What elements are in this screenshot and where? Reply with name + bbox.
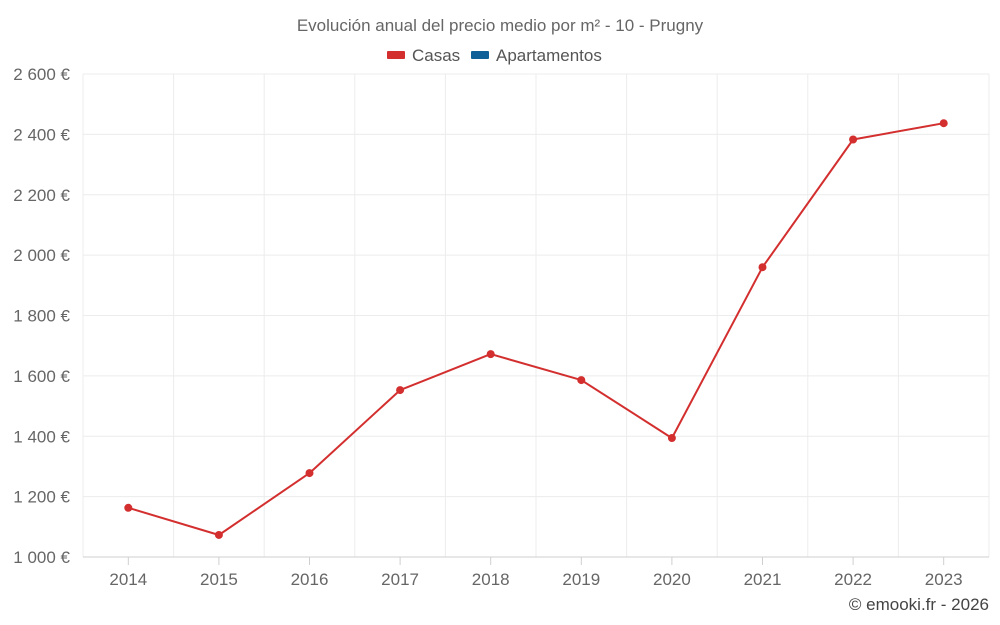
data-point-casas-2015[interactable] <box>214 530 223 539</box>
x-tick-label: 2023 <box>925 570 963 589</box>
x-tick-label: 2019 <box>562 570 600 589</box>
x-tick-label: 2021 <box>744 570 782 589</box>
y-tick-label: 2 400 € <box>13 125 70 144</box>
legend-item-casas[interactable]: Casas <box>387 46 460 65</box>
x-tick-label: 2015 <box>200 570 238 589</box>
y-tick-label: 1 400 € <box>13 427 70 446</box>
legend-label-apartamentos: Apartamentos <box>496 46 602 65</box>
data-point-casas-2016[interactable] <box>305 469 314 478</box>
data-point-casas-2023[interactable] <box>939 119 948 128</box>
x-tick-label: 2016 <box>291 570 329 589</box>
chart-credit: © emooki.fr - 2026 <box>849 595 989 614</box>
series <box>124 119 948 539</box>
grid <box>82 73 990 557</box>
y-tick-label: 2 200 € <box>13 186 70 205</box>
y-tick-label: 2 000 € <box>13 246 70 265</box>
x-tick-label: 2017 <box>381 570 419 589</box>
axes: 1 000 € 1 200 € 1 400 € 1 600 € 1 800 € 2 000… <box>13 65 989 589</box>
data-point-casas-2017[interactable] <box>396 386 405 395</box>
y-tick-label: 2 600 € <box>13 65 70 84</box>
data-point-casas-2014[interactable] <box>124 503 133 512</box>
legend: Casas Apartamentos <box>387 46 602 65</box>
legend-item-apartamentos[interactable]: Apartamentos <box>471 46 602 65</box>
x-tick-label: 2022 <box>834 570 872 589</box>
series-line-casas <box>128 122 944 536</box>
data-point-casas-2018[interactable] <box>486 350 495 359</box>
y-tick-label: 1 600 € <box>13 367 70 386</box>
data-point-casas-2019[interactable] <box>577 376 586 385</box>
y-tick-label: 1 200 € <box>13 488 70 507</box>
legend-swatch-apartamentos <box>471 51 489 59</box>
legend-swatch-casas <box>387 51 405 59</box>
x-tick-label: 2014 <box>109 570 147 589</box>
data-point-casas-2020[interactable] <box>667 434 676 443</box>
x-tick-label: 2018 <box>472 570 510 589</box>
x-tick-label: 2020 <box>653 570 691 589</box>
chart-title: Evolución anual del precio medio por m² … <box>297 16 704 35</box>
y-tick-label: 1 800 € <box>13 307 70 326</box>
y-tick-label: 1 000 € <box>13 548 70 567</box>
legend-label-casas: Casas <box>412 46 460 65</box>
data-point-casas-2021[interactable] <box>758 263 767 272</box>
data-point-casas-2022[interactable] <box>849 135 858 144</box>
